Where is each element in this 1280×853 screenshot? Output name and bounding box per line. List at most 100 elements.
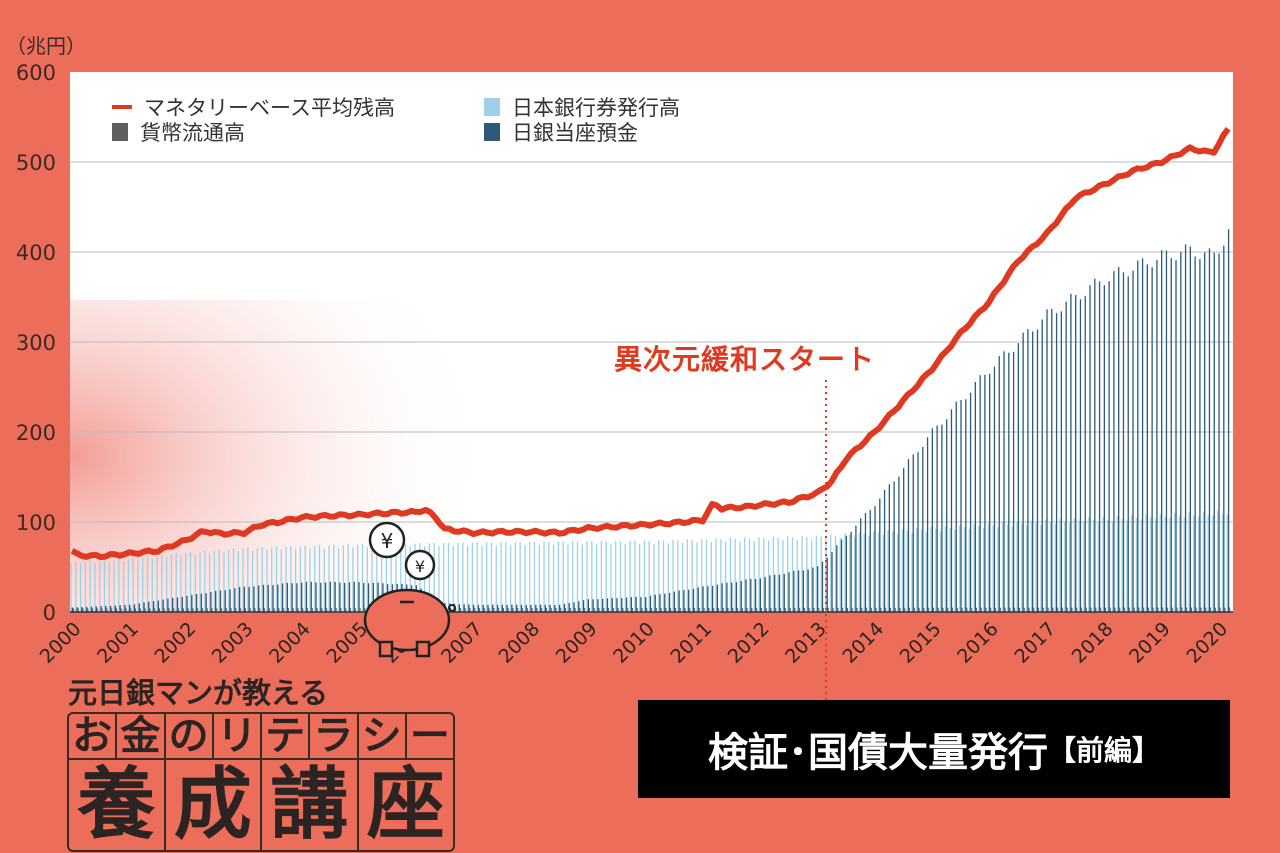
bar-banknotes <box>1188 512 1190 612</box>
bar-banknotes <box>863 533 865 612</box>
bar-coins <box>837 607 839 612</box>
bar-coins <box>1066 607 1068 612</box>
bar-banknotes <box>304 545 306 612</box>
bar-banknotes <box>189 551 192 612</box>
bar-banknotes <box>89 560 91 612</box>
bar-current-accounts <box>1213 252 1215 612</box>
bar-current-accounts <box>840 539 843 612</box>
bar-coins <box>913 607 915 612</box>
bar-banknotes <box>825 538 827 612</box>
bar-banknotes <box>275 546 278 612</box>
bar-banknotes <box>648 540 650 612</box>
bar-current-accounts <box>334 581 336 612</box>
bar-current-accounts <box>1027 329 1029 612</box>
bar-coins <box>1229 607 1231 612</box>
bar-coins <box>1171 607 1173 612</box>
bar-coins <box>794 607 796 612</box>
bar-coins <box>813 607 815 612</box>
bar-banknotes <box>486 542 488 612</box>
bar-banknotes <box>1016 521 1018 612</box>
bar-coins <box>784 607 786 612</box>
bar-coins <box>120 608 122 612</box>
bar-coins <box>264 608 266 612</box>
bar-current-accounts <box>1003 351 1005 612</box>
bar-current-accounts <box>1017 343 1019 612</box>
bar-current-accounts <box>568 603 570 612</box>
bar-current-accounts <box>243 586 245 612</box>
bar-coins <box>679 607 681 612</box>
bar-coins <box>1042 607 1044 612</box>
bar-coins <box>1176 607 1178 612</box>
bar-banknotes <box>987 523 990 612</box>
bar-banknotes <box>1164 517 1166 612</box>
bar-coins <box>326 608 328 612</box>
bar-current-accounts <box>769 575 771 612</box>
bar-current-accounts <box>573 602 575 612</box>
bar-banknotes <box>548 541 550 612</box>
bar-banknotes <box>572 541 574 612</box>
bar-coins <box>1210 607 1212 612</box>
bar-coins <box>985 607 987 612</box>
bar-current-accounts <box>367 583 370 612</box>
bar-current-accounts <box>186 595 188 612</box>
bar-current-accounts <box>664 593 666 612</box>
bar-coins <box>240 608 242 612</box>
x-tick-label: 2003 <box>208 618 258 668</box>
bar-current-accounts <box>1036 329 1039 612</box>
bar-banknotes <box>820 536 822 612</box>
bar-current-accounts <box>477 604 480 612</box>
bar-banknotes <box>748 538 751 612</box>
bar-coins <box>694 607 696 612</box>
bar-coins <box>1076 607 1078 612</box>
bar-banknotes <box>94 562 96 612</box>
bar-current-accounts <box>630 597 632 612</box>
bar-banknotes <box>118 558 120 612</box>
bar-coins <box>335 608 337 612</box>
bar-current-accounts <box>129 604 131 612</box>
bar-banknotes <box>175 553 177 612</box>
bar-current-accounts <box>492 604 494 612</box>
bar-banknotes <box>208 553 211 612</box>
bar-banknotes <box>70 562 72 612</box>
bar-coins <box>870 607 872 612</box>
bar-banknotes <box>787 536 789 612</box>
bar-current-accounts <box>602 598 604 612</box>
bar-banknotes <box>137 560 139 612</box>
bar-banknotes <box>156 556 158 612</box>
bar-current-accounts <box>358 581 360 612</box>
bar-coins <box>469 608 471 612</box>
bar-current-accounts <box>807 569 809 612</box>
bar-banknotes <box>830 534 832 612</box>
logo-char: お <box>69 714 118 760</box>
bar-coins <box>144 608 146 612</box>
bar-banknotes <box>887 530 889 612</box>
bar-banknotes <box>509 545 512 612</box>
bar-banknotes <box>533 541 536 612</box>
bar-current-accounts <box>511 604 513 612</box>
bar-banknotes <box>562 541 564 612</box>
bar-coins <box>249 608 251 612</box>
bar-banknotes <box>99 561 101 612</box>
bar-coins <box>96 608 98 612</box>
bar-coins <box>498 608 500 612</box>
bar-coins <box>321 608 323 612</box>
bar-coins <box>627 607 629 612</box>
bar-current-accounts <box>1132 270 1134 612</box>
bar-banknotes <box>218 549 220 612</box>
piggy-bank-icon: ¥ ¥ <box>363 521 456 658</box>
bar-current-accounts <box>262 584 265 612</box>
bar-current-accounts <box>592 599 594 612</box>
bar-current-accounts <box>831 551 833 612</box>
bar-current-accounts <box>955 401 957 612</box>
bar-banknotes <box>739 541 741 612</box>
bar-banknotes <box>1078 520 1080 612</box>
bar-current-accounts <box>119 605 121 612</box>
x-tick-label: 2016 <box>953 618 1003 668</box>
bar-banknotes <box>954 529 956 612</box>
bar-current-accounts <box>86 606 88 612</box>
bar-banknotes <box>108 562 110 612</box>
bar-banknotes <box>1202 511 1205 612</box>
bar-current-accounts <box>181 596 183 612</box>
bar-current-accounts <box>582 600 585 612</box>
bar-coins <box>1038 607 1040 612</box>
